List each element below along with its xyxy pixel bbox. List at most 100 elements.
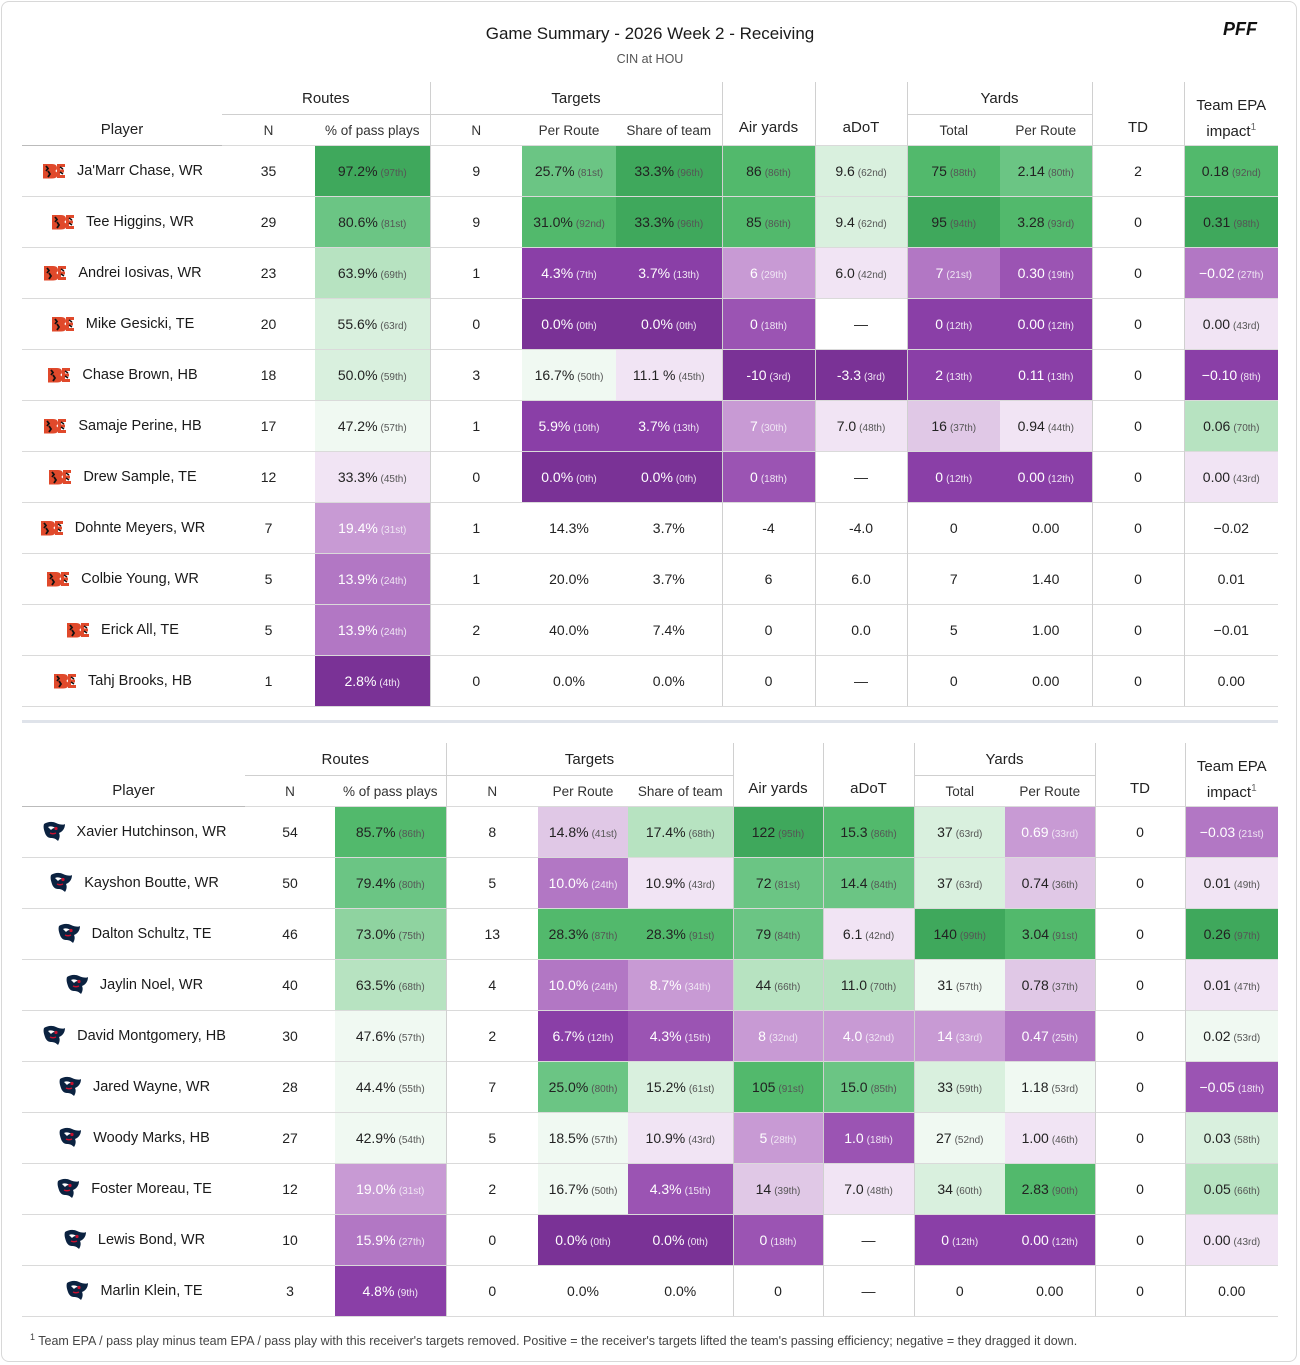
yards-total-rank: (99th) [959,931,986,942]
routes-pct-value: 13.9% [337,622,378,638]
td: 0 [1094,1214,1186,1266]
targets-n-value: 2 [472,622,481,638]
player-cell: Samaje Perine, HB [22,400,222,452]
yards-per-route-value: 0.00 [1032,673,1060,689]
player-cell: Mike Gesicki, TE [22,298,222,350]
routes-pct-value: 85.7% [355,824,396,840]
yards-total-value: 0 [935,469,944,485]
targets-share-rank: (61st) [688,1084,715,1095]
yards-total: 33 (59th) [913,1061,1005,1113]
player-cell: Tee Higgins, WR [22,196,222,248]
targets-per-route: 25.7% (81st) [522,145,616,197]
targets-share-value: 3.7% [652,520,685,536]
targets-n: 1 [429,553,522,605]
td-value: 0 [1134,673,1142,689]
air-yards-rank: (18th) [760,474,787,485]
td-value: 0 [1136,1028,1144,1044]
yards-total-rank: (33rd) [955,1033,983,1044]
adot: 1.0 (18th) [822,1112,914,1164]
team-epa-impact-value: 0.01 [1217,571,1245,587]
routes-n: 5 [222,553,315,605]
targets-group-header: Targets [429,82,722,115]
adot-value: 4.0 [842,1028,863,1044]
routes-pct: 63.5% (68th) [335,959,446,1011]
yards-total-rank: (63rd) [955,880,983,891]
table-row: Marlin Klein, TE 3 4.8% (9th) 0 0.0% 0.0% 0 — 0 0.… [22,1265,1279,1317]
targets-per-route-rank: (0th) [576,321,597,332]
yards-total-header: Total [913,775,1005,807]
yards-total-rank: (57th) [955,982,983,993]
adot-rank: (48th) [866,1186,893,1197]
player-name: Kayshon Boutte, WR [84,875,219,891]
team-epa-impact-value: 0.03 [1203,1130,1231,1146]
adot: 9.4 (62nd) [814,196,907,248]
targets-share-value: 0.0% [641,469,673,485]
air-yards: 122 (95th) [732,806,823,858]
targets-per-route: 0.0% (0th) [522,298,616,350]
targets-share-rank: (15th) [684,1186,711,1197]
epa-footnote-marker: 1 [1251,782,1257,794]
yards-per-route-rank: (12th) [1051,1237,1078,1248]
air-yards: 44 (66th) [732,959,823,1011]
targets-per-route: 0.0% (0th) [522,451,616,503]
td-value: 0 [1136,926,1144,942]
routes-n-header: N [285,783,295,799]
team-epa-impact-rank: (97th) [1233,931,1260,942]
player-name: Woody Marks, HB [93,1130,210,1146]
adot-rank: (42nd) [857,270,887,281]
routes-n-value: 28 [282,1079,298,1095]
routes-n-value: 10 [282,1232,298,1248]
yards-per-route: 0.00 (12th) [1000,451,1093,503]
adot: 0.0 [814,604,907,656]
bengals-logo-icon [44,419,67,434]
yards-per-route: 0.11 (13th) [1000,349,1093,401]
routes-n-value: 40 [282,977,298,993]
player-cell: Jared Wayne, WR [22,1061,245,1113]
adot-value: 1.0 [844,1130,864,1146]
yards-per-route: 3.04 (91st) [1005,908,1096,960]
routes-pct: 42.9% (54th) [335,1112,446,1164]
targets-share-value: 3.7% [638,265,671,281]
routes-n-value: 27 [282,1130,298,1146]
yards-per-route-rank: (93rd) [1047,219,1075,230]
targets-per-route: 14.8% (41st) [538,806,628,858]
yards-per-route-value: 1.00 [1032,622,1060,638]
targets-share-value: 33.3% [634,163,675,179]
adot: 14.4 (84th) [822,857,914,909]
yards-per-route-value: 0.94 [1017,418,1045,434]
routes-pct: 4.8% (9th) [335,1265,446,1317]
routes-n-value: 54 [282,824,298,840]
targets-n: 7 [445,1061,538,1113]
targets-share: 0.0% [616,655,722,707]
targets-per-route-header: Per Route [538,122,600,138]
targets-share-value: 28.3% [646,926,686,942]
routes-n-value: 1 [264,673,273,689]
air-yards-value: 5 [759,1130,768,1146]
td-value: 0 [1134,418,1142,434]
adot-value: 6.0 [835,265,855,281]
pff-logo-icon: PFF [1223,19,1258,39]
team-epa-impact-value: −0.02 [1213,520,1249,536]
team-epa-impact-value: 0.18 [1201,163,1229,179]
team-epa-impact-value: 0.05 [1203,1181,1231,1197]
routes-pct-rank: (55th) [398,1084,425,1095]
adot-value: 15.3 [840,824,868,840]
targets-n: 9 [429,196,522,248]
targets-n-value: 9 [472,163,481,179]
targets-share: 10.9% (43rd) [628,857,733,909]
air-yards: 72 (81st) [732,857,823,909]
table-row: Kayshon Boutte, WR 50 79.4% (80th) 5 10.0% (24… [22,857,1279,909]
air-yards: 5 (28th) [732,1112,823,1164]
team-logo-icon [46,365,72,385]
air-yards-rank: (84th) [774,931,801,942]
bengals-logo-icon [47,572,70,587]
air-yards-rank: (66th) [774,982,801,993]
routes-n-value: 46 [282,926,298,942]
routes-pct: 73.0% (75th) [335,908,446,960]
td-value: 0 [1136,977,1144,993]
air-yards-rank: (81st) [774,880,801,891]
yards-per-route: 3.28 (93rd) [1000,196,1093,248]
team-epa-impact-header: Team EPA impact1 [1184,743,1279,807]
air-yards: 14 (39th) [732,1163,823,1215]
td: 0 [1091,349,1185,401]
